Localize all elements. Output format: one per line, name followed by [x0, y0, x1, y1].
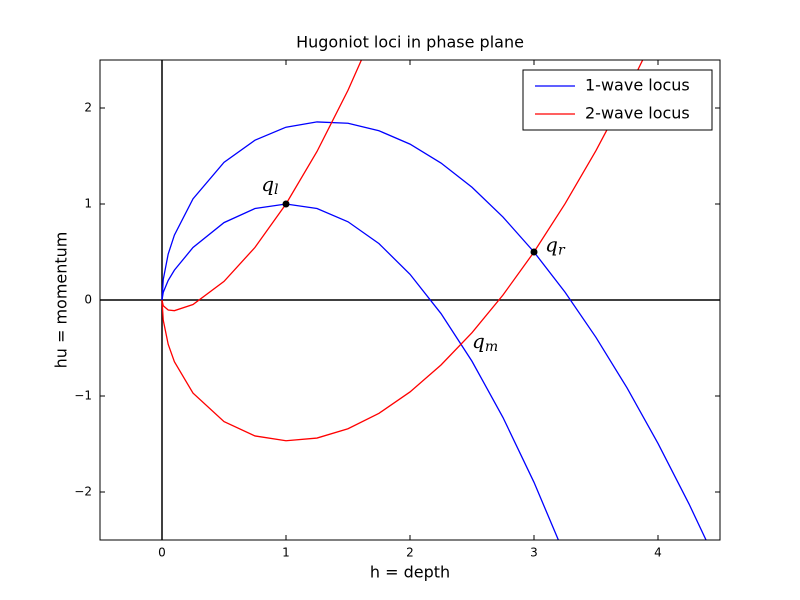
annotation-sub: r: [558, 242, 566, 258]
x-axis-label: h = depth: [370, 563, 450, 582]
y-tick-label: 2: [84, 101, 92, 115]
annotation-text: q: [261, 171, 274, 195]
x-tick-label: 0: [158, 546, 166, 560]
x-tick-label: 2: [406, 546, 414, 560]
legend-label: 1-wave locus: [585, 76, 690, 95]
legend-label: 2-wave locus: [585, 104, 690, 123]
y-tick-label: −2: [74, 485, 92, 499]
annotation: qm: [472, 329, 498, 356]
line: [161, 121, 707, 540]
x-tick-label: 1: [282, 546, 290, 560]
legend-box: [522, 69, 713, 131]
x-tick-label: 3: [530, 546, 538, 560]
annotation-text: q: [472, 329, 485, 353]
line: [161, 60, 644, 442]
annotation: ql: [261, 171, 278, 198]
annotation-sub: l: [274, 182, 278, 198]
plot-area: [161, 60, 707, 540]
y-axis-label: hu = momentum: [52, 232, 71, 369]
annotation-text: q: [545, 232, 558, 256]
point: [282, 200, 290, 208]
x-tick-label: 4: [654, 546, 662, 560]
y-tick-label: 0: [84, 293, 92, 307]
y-tick-label: −1: [74, 389, 92, 403]
point: [530, 248, 538, 256]
chart-title: Hugoniot loci in phase plane: [296, 33, 524, 52]
y-tick-label: 1: [84, 197, 92, 211]
annotation-sub: m: [485, 339, 498, 355]
annotation: qr: [545, 232, 566, 259]
